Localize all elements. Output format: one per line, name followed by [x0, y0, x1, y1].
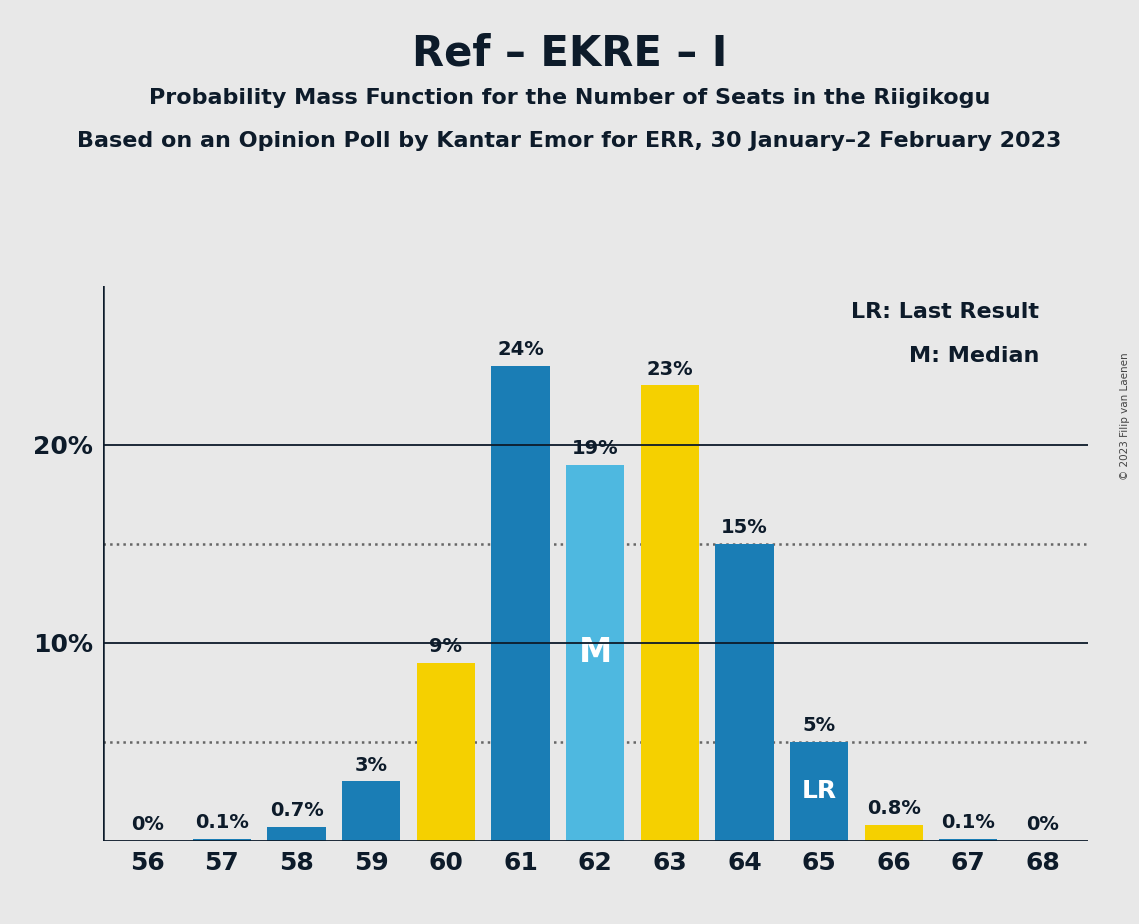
Bar [640, 385, 699, 841]
Text: LR: Last Result: LR: Last Result [851, 302, 1039, 322]
Text: 0.8%: 0.8% [867, 799, 920, 818]
Bar [417, 663, 475, 841]
Bar [715, 544, 773, 841]
Text: Probability Mass Function for the Number of Seats in the Riigikogu: Probability Mass Function for the Number… [149, 88, 990, 108]
Text: 0%: 0% [131, 815, 164, 833]
Text: 0.1%: 0.1% [942, 813, 995, 832]
Text: 5%: 5% [803, 716, 836, 735]
Text: 9%: 9% [429, 637, 462, 656]
Text: © 2023 Filip van Laenen: © 2023 Filip van Laenen [1121, 352, 1130, 480]
Text: 0.7%: 0.7% [270, 801, 323, 821]
Bar [268, 827, 326, 841]
Text: 0%: 0% [1026, 815, 1059, 833]
Bar [790, 742, 849, 841]
Bar [566, 465, 624, 841]
Text: 15%: 15% [721, 518, 768, 537]
Text: Based on an Opinion Poll by Kantar Emor for ERR, 30 January–2 February 2023: Based on an Opinion Poll by Kantar Emor … [77, 131, 1062, 152]
Text: 0.1%: 0.1% [195, 813, 248, 832]
Text: M: M [579, 637, 612, 669]
Text: 3%: 3% [354, 756, 387, 774]
Bar [192, 839, 251, 841]
Bar [491, 366, 550, 841]
Text: LR: LR [802, 779, 837, 803]
Text: 23%: 23% [647, 359, 693, 379]
Text: 24%: 24% [497, 340, 543, 359]
Bar [865, 825, 923, 841]
Text: M: Median: M: Median [909, 346, 1039, 366]
Text: 19%: 19% [572, 439, 618, 457]
Bar [940, 839, 998, 841]
Bar [342, 782, 400, 841]
Text: Ref – EKRE – I: Ref – EKRE – I [412, 32, 727, 74]
